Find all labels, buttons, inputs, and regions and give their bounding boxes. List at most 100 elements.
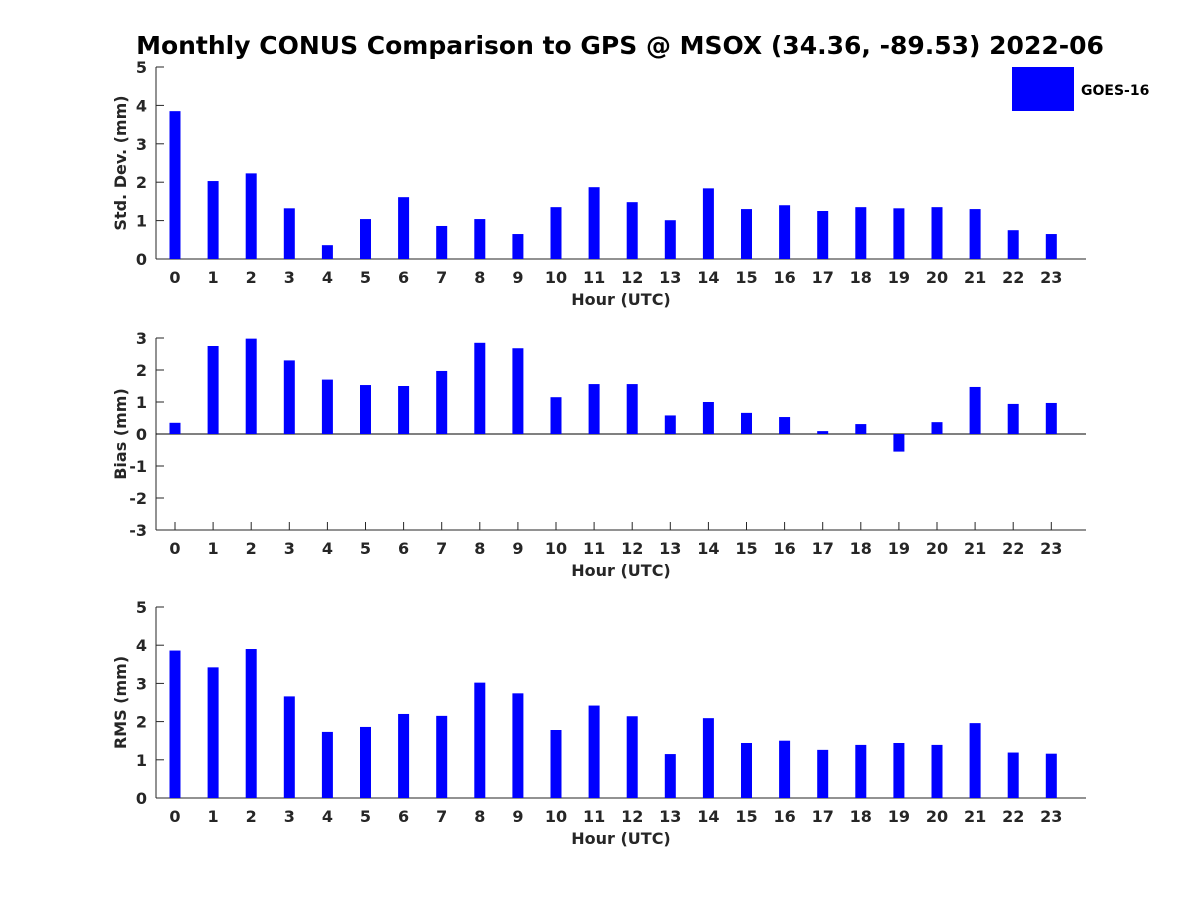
x-tick-label: 5 [360, 268, 371, 287]
y-tick-label: -3 [129, 521, 147, 540]
bar-hour-22 [1007, 230, 1019, 259]
bar-hour-2 [245, 649, 257, 798]
x-tick-label: 19 [888, 268, 910, 287]
x-tick-label: 4 [322, 539, 333, 558]
bar-hour-12 [626, 716, 638, 798]
x-tick-label: 12 [621, 807, 643, 826]
x-tick-label: 13 [659, 807, 681, 826]
bar-hour-4 [321, 731, 333, 798]
x-tick-label: 16 [773, 807, 795, 826]
bar-hour-1 [207, 667, 219, 798]
x-tick-label: 19 [888, 807, 910, 826]
x-tick-label: 5 [360, 539, 371, 558]
x-tick-label: 4 [322, 268, 333, 287]
y-tick-label: 3 [136, 329, 147, 348]
x-tick-label: 15 [735, 807, 757, 826]
x-tick-label: 17 [812, 268, 834, 287]
y-tick-label: 3 [136, 135, 147, 154]
x-tick-label: 16 [773, 268, 795, 287]
y-tick-label: -1 [129, 457, 147, 476]
bar-hour-1 [207, 181, 219, 259]
x-tick-label: 3 [284, 539, 295, 558]
x-tick-label: 6 [398, 807, 409, 826]
x-tick-label: 19 [888, 539, 910, 558]
bar-hour-10 [550, 397, 562, 434]
bar-hour-2 [245, 173, 257, 259]
y-tick-label: 2 [136, 361, 147, 380]
bar-hour-6 [398, 713, 410, 798]
x-tick-label: 20 [926, 807, 948, 826]
bar-hour-10 [550, 730, 562, 798]
x-tick-label: 3 [284, 807, 295, 826]
bar-hour-18 [855, 207, 867, 259]
x-tick-label: 2 [246, 539, 257, 558]
bar-hour-23 [1045, 402, 1057, 434]
x-tick-label: 15 [735, 268, 757, 287]
x-tick-label: 20 [926, 539, 948, 558]
chart-title: Monthly CONUS Comparison to GPS @ MSOX (… [136, 31, 1104, 60]
x-tick-label: 22 [1002, 539, 1024, 558]
x-tick-label: 1 [208, 539, 219, 558]
bar-hour-23 [1045, 234, 1057, 259]
bar-hour-15 [741, 209, 752, 259]
x-tick-label: 21 [964, 539, 986, 558]
x-tick-label: 23 [1040, 539, 1062, 558]
x-tick-label: 18 [850, 807, 872, 826]
bar-hour-7 [436, 715, 448, 798]
x-tick-label: 7 [436, 268, 447, 287]
bar-hour-14 [702, 718, 714, 798]
bar-hour-22 [1007, 403, 1019, 434]
bar-hour-19 [893, 434, 905, 452]
bar-hour-11 [588, 187, 600, 259]
x-tick-label: 13 [659, 539, 681, 558]
bar-hour-21 [969, 209, 981, 259]
bar-hour-18 [855, 424, 867, 434]
bar-hour-15 [741, 742, 752, 798]
x-tick-label: 8 [474, 807, 485, 826]
bar-hour-12 [626, 384, 638, 434]
bar-hour-11 [588, 705, 600, 798]
bar-hour-9 [512, 348, 524, 434]
y-axis-label: Std. Dev. (mm) [111, 95, 130, 230]
bar-hour-17 [817, 431, 829, 434]
legend-swatch [1012, 67, 1074, 111]
x-tick-label: 8 [474, 539, 485, 558]
bar-hour-6 [398, 197, 410, 259]
x-tick-label: 13 [659, 268, 681, 287]
bar-hour-3 [283, 208, 295, 259]
y-tick-label: 0 [136, 250, 147, 269]
x-tick-label: 22 [1002, 807, 1024, 826]
bar-hour-0 [169, 650, 181, 798]
x-tick-label: 23 [1040, 807, 1062, 826]
y-tick-label: 5 [136, 598, 147, 617]
bar-hour-7 [436, 370, 448, 434]
x-tick-label: 9 [512, 268, 523, 287]
bar-hour-22 [1007, 752, 1019, 798]
x-tick-label: 4 [322, 807, 333, 826]
x-tick-label: 21 [964, 807, 986, 826]
x-axis-label: Hour (UTC) [571, 561, 671, 580]
y-tick-label: 0 [136, 425, 147, 444]
bar-hour-8 [474, 342, 486, 434]
bar-hour-23 [1045, 753, 1057, 798]
y-tick-label: 4 [136, 96, 147, 115]
bar-hour-17 [817, 749, 829, 798]
x-tick-label: 14 [697, 539, 719, 558]
x-tick-label: 17 [812, 539, 834, 558]
bar-hour-5 [360, 726, 371, 798]
x-tick-label: 1 [208, 268, 219, 287]
bar-hour-4 [321, 245, 333, 259]
x-tick-label: 14 [697, 807, 719, 826]
y-tick-label: 2 [136, 713, 147, 732]
bar-hour-13 [664, 415, 676, 434]
bar-hour-9 [512, 234, 524, 259]
x-tick-label: 12 [621, 268, 643, 287]
bar-hour-20 [931, 744, 943, 798]
y-axis-label: Bias (mm) [111, 388, 130, 480]
x-tick-label: 3 [284, 268, 295, 287]
bar-hour-14 [702, 188, 714, 259]
